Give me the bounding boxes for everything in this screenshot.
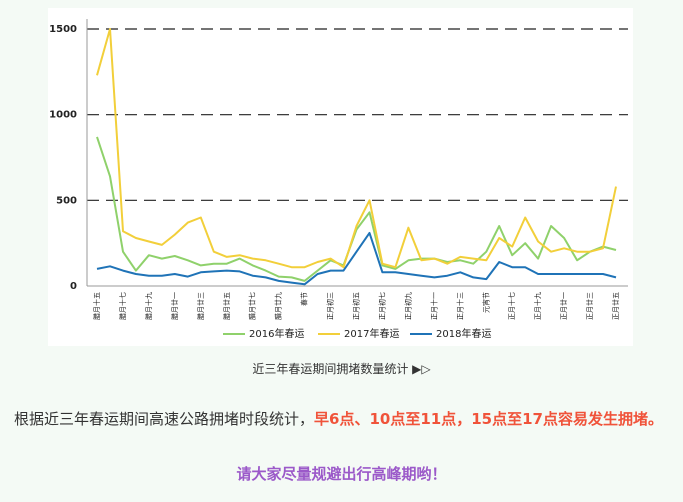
- x-tick-label: 春节: [300, 292, 309, 306]
- x-tick-label: 正月十七: [507, 292, 516, 320]
- paragraph: 根据近三年春运期间高速公路拥堵时段统计，早6点、10点至11点，15点至17点容…: [14, 406, 674, 432]
- x-tick-label: 腊月十九: [144, 292, 153, 320]
- legend-label: 2017年春运: [344, 327, 399, 340]
- y-tick-label: 500: [56, 195, 77, 206]
- x-tick-label: 正月十一: [429, 292, 438, 320]
- series-line: [96, 136, 617, 282]
- paragraph-text: 根据近三年春运期间高速公路拥堵时段统计，: [14, 410, 315, 428]
- x-tick-label: 元宵节: [481, 292, 490, 313]
- chart: 0 500 1000 1500 腊月十五 腊月十七 腊月十九 腊月廿一 腊月廿三 腊月廿五 腊月廿七…: [48, 8, 633, 346]
- call-to-action: 请大家尽量规避出行高峰期哟！: [236, 465, 447, 483]
- y-tick-label: 1000: [49, 110, 77, 121]
- y-tick-label: 0: [70, 281, 77, 292]
- x-tick-label: 正月十三: [455, 292, 464, 320]
- x-tick-label: 腊月廿一: [170, 292, 179, 320]
- caption: 近三年春运期间拥堵数量统计 ▶▷: [252, 362, 431, 376]
- x-tick-label: 正月廿五: [611, 292, 620, 320]
- legend-label: 2016年春运: [249, 327, 304, 340]
- paragraph-highlight: 早6点、10点至11点，15点至17点容易发生拥堵。: [314, 410, 663, 428]
- x-tick-label: 腊月十五: [92, 292, 101, 320]
- x-tick-label: 正月廿三: [585, 292, 594, 320]
- x-tick-label: 正月十九: [533, 292, 542, 320]
- series-line: [96, 231, 617, 286]
- y-tick-label: 1500: [49, 24, 77, 35]
- x-tick-label: 正月廿一: [559, 292, 568, 320]
- x-tick-label: 正月初三: [326, 292, 335, 320]
- x-tick-label: 腊月廿五: [222, 292, 231, 320]
- x-tick-label: 正月初五: [352, 292, 361, 320]
- x-tick-label: 腊月十七: [118, 292, 127, 320]
- x-tick-label: 腊月廿三: [196, 292, 205, 320]
- x-tick-label: 腊月廿七: [248, 292, 257, 320]
- x-tick-label: 正月初九: [403, 292, 412, 320]
- x-tick-label: 腊月廿九: [274, 292, 283, 320]
- series-line: [96, 28, 617, 269]
- legend-label: 2018年春运: [436, 327, 491, 340]
- x-tick-label: 正月初七: [377, 292, 386, 320]
